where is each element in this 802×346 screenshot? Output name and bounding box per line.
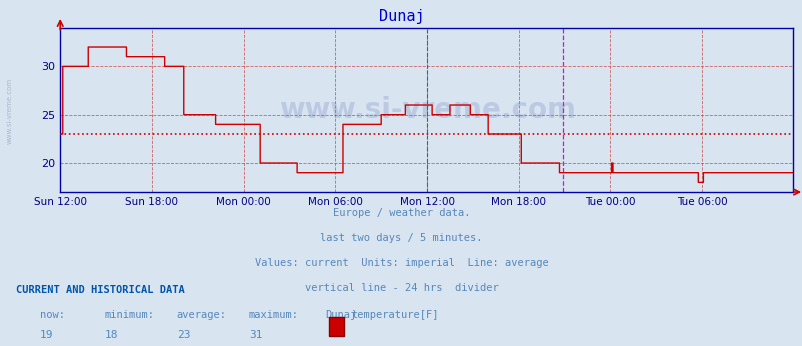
- Text: temperature[F]: temperature[F]: [351, 310, 439, 320]
- Text: minimum:: minimum:: [104, 310, 154, 320]
- Text: Dunaj: Dunaj: [379, 9, 423, 24]
- Text: average:: average:: [176, 310, 226, 320]
- Text: last two days / 5 minutes.: last two days / 5 minutes.: [320, 233, 482, 243]
- Text: 31: 31: [249, 330, 262, 340]
- Text: 23: 23: [176, 330, 190, 340]
- Text: Dunaj: Dunaj: [325, 310, 356, 320]
- Text: CURRENT AND HISTORICAL DATA: CURRENT AND HISTORICAL DATA: [16, 285, 184, 295]
- Text: www.si-vreme.com: www.si-vreme.com: [6, 78, 13, 144]
- Text: Values: current  Units: imperial  Line: average: Values: current Units: imperial Line: av…: [254, 258, 548, 268]
- Text: 19: 19: [40, 330, 54, 340]
- Text: www.si-vreme.com: www.si-vreme.com: [278, 96, 575, 124]
- Text: Europe / weather data.: Europe / weather data.: [332, 208, 470, 218]
- Text: 18: 18: [104, 330, 118, 340]
- Text: vertical line - 24 hrs  divider: vertical line - 24 hrs divider: [304, 283, 498, 293]
- Text: maximum:: maximum:: [249, 310, 298, 320]
- Text: now:: now:: [40, 310, 65, 320]
